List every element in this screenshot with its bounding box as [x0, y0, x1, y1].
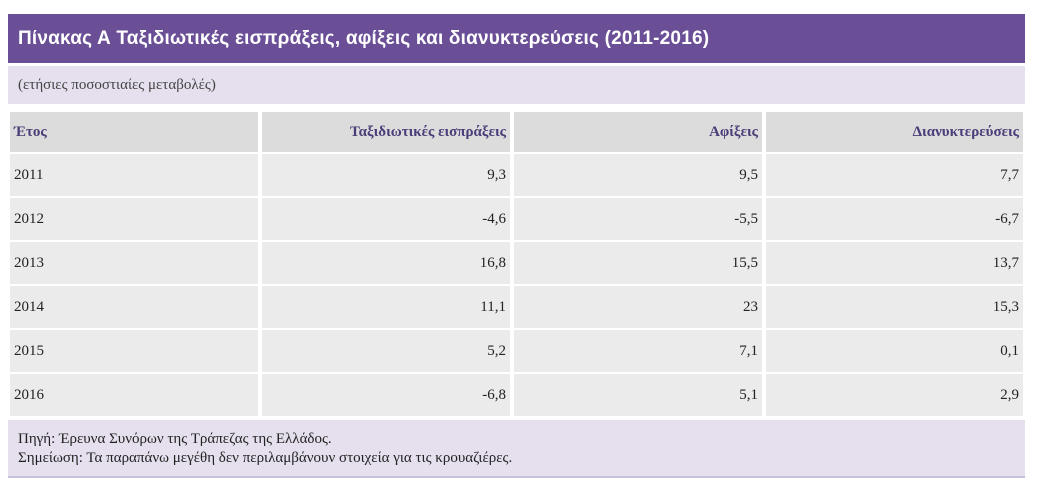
cell-receipts: 5,2: [262, 330, 510, 372]
cell-overnights: 0,1: [766, 330, 1023, 372]
cell-year: 2011: [10, 154, 258, 196]
header-receipts: Ταξιδιωτικές εισπράξεις: [262, 112, 510, 152]
table-row: 2015 5,2 7,1 0,1: [10, 330, 1023, 372]
footnote-band: Πηγή: Έρευνα Συνόρων της Τράπεζας της Ελ…: [8, 420, 1025, 478]
table-title: Πίνακας Α Ταξιδιωτικές εισπράξεις, αφίξε…: [18, 27, 710, 49]
header-year: Έτος: [10, 112, 258, 152]
cell-year: 2014: [10, 286, 258, 328]
data-table: Έτος Ταξιδιωτικές εισπράξεις Αφίξεις Δια…: [6, 110, 1027, 418]
cell-year: 2015: [10, 330, 258, 372]
cell-year: 2016: [10, 374, 258, 416]
cell-arrivals: 23: [514, 286, 762, 328]
cell-overnights: -6,7: [766, 198, 1023, 240]
table-row: 2011 9,3 9,5 7,7: [10, 154, 1023, 196]
source-note: Πηγή: Έρευνα Συνόρων της Τράπεζας της Ελ…: [18, 431, 332, 447]
cell-overnights: 13,7: [766, 242, 1023, 284]
remark-note: Σημείωση: Τα παραπάνω μεγέθη δεν περιλαμ…: [18, 450, 513, 466]
cell-receipts: 9,3: [262, 154, 510, 196]
subtitle-bar: (ετήσιες ποσοστιαίες μεταβολές): [8, 66, 1025, 104]
header-overnights: Διανυκτερεύσεις: [766, 112, 1023, 152]
header-arrivals: Αφίξεις: [514, 112, 762, 152]
cell-arrivals: 5,1: [514, 374, 762, 416]
table-row: 2016 -6,8 5,1 2,9: [10, 374, 1023, 416]
cell-receipts: -6,8: [262, 374, 510, 416]
cell-receipts: -4,6: [262, 198, 510, 240]
cell-overnights: 15,3: [766, 286, 1023, 328]
table-row: 2013 16,8 15,5 13,7: [10, 242, 1023, 284]
cell-year: 2012: [10, 198, 258, 240]
table-row: 2012 -4,6 -5,5 -6,7: [10, 198, 1023, 240]
table-subtitle: (ετήσιες ποσοστιαίες μεταβολές): [18, 76, 216, 93]
table-row: 2014 11,1 23 15,3: [10, 286, 1023, 328]
cell-overnights: 7,7: [766, 154, 1023, 196]
cell-arrivals: -5,5: [514, 198, 762, 240]
cell-overnights: 2,9: [766, 374, 1023, 416]
cell-year: 2013: [10, 242, 258, 284]
table-panel: Πίνακας Α Ταξιδιωτικές εισπράξεις, αφίξε…: [8, 14, 1025, 478]
cell-arrivals: 7,1: [514, 330, 762, 372]
cell-arrivals: 9,5: [514, 154, 762, 196]
cell-receipts: 16,8: [262, 242, 510, 284]
header-row: Έτος Ταξιδιωτικές εισπράξεις Αφίξεις Δια…: [10, 112, 1023, 152]
cell-arrivals: 15,5: [514, 242, 762, 284]
title-bar: Πίνακας Α Ταξιδιωτικές εισπράξεις, αφίξε…: [8, 14, 1025, 66]
cell-receipts: 11,1: [262, 286, 510, 328]
